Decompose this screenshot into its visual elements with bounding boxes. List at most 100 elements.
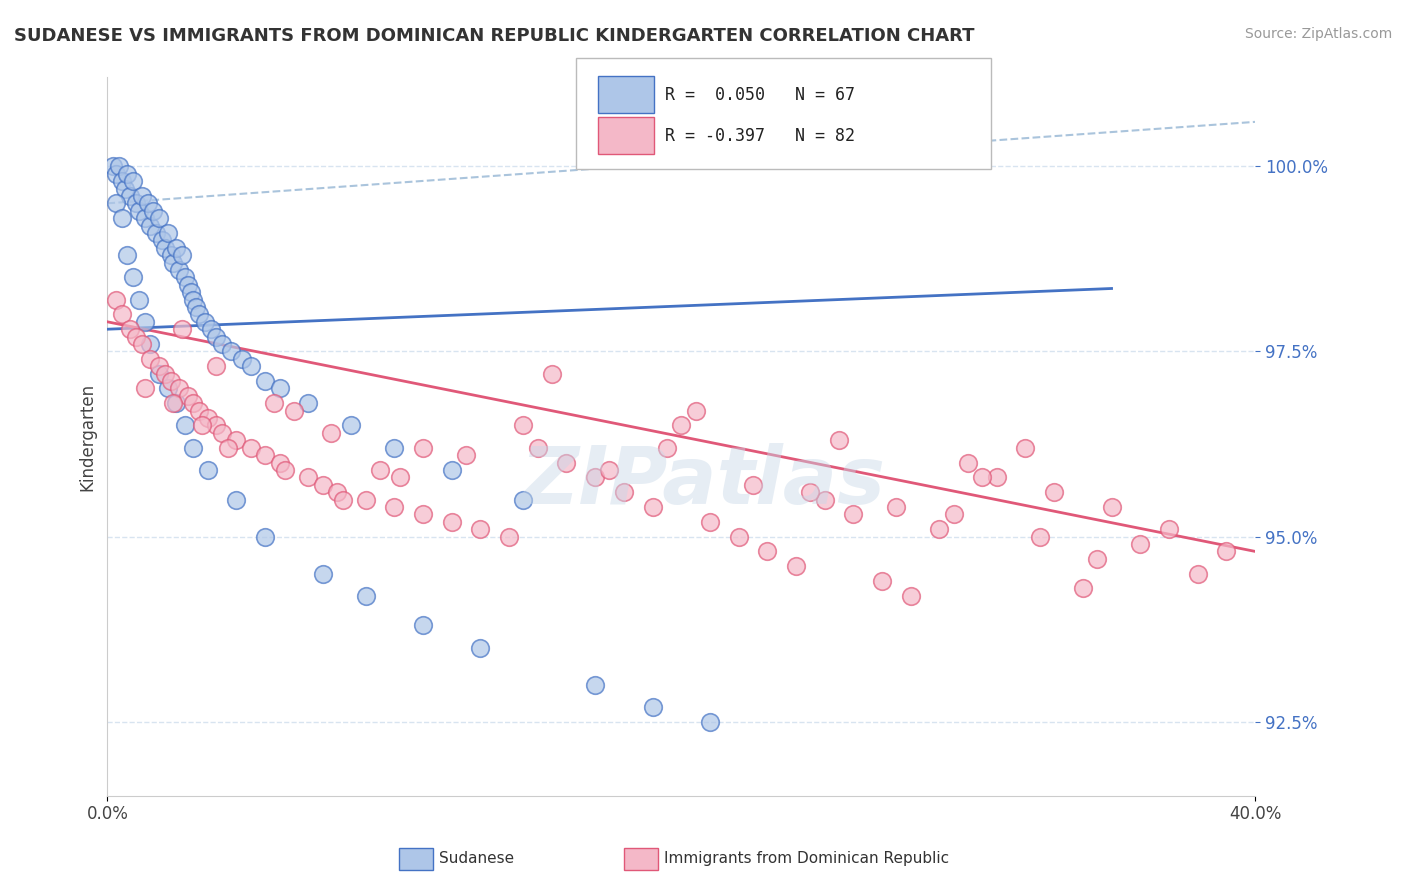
Point: [283, 403, 305, 417]
Point: [165, 396, 187, 410]
Point: [205, 418, 228, 433]
Point: [225, 492, 247, 507]
Point: [104, 293, 127, 307]
Point: [957, 456, 980, 470]
Point: [200, 322, 222, 336]
Point: [170, 248, 193, 262]
Point: [148, 211, 170, 226]
Point: [440, 463, 463, 477]
Point: [756, 544, 779, 558]
Point: [156, 381, 179, 395]
Point: [1085, 551, 1108, 566]
Point: [211, 425, 233, 440]
Point: [231, 351, 253, 366]
Point: [205, 329, 228, 343]
Point: [928, 522, 950, 536]
Point: [122, 174, 145, 188]
Point: [239, 441, 262, 455]
Point: [128, 203, 150, 218]
Point: [886, 500, 908, 514]
Point: [842, 508, 865, 522]
Point: [412, 441, 434, 455]
Point: [173, 270, 195, 285]
Point: [470, 640, 492, 655]
Point: [669, 418, 692, 433]
Point: [117, 248, 139, 262]
Point: [311, 477, 333, 491]
Point: [159, 248, 181, 262]
Point: [972, 470, 994, 484]
Point: [986, 470, 1008, 484]
Point: [120, 322, 142, 336]
Point: [454, 448, 477, 462]
Point: [136, 196, 159, 211]
Point: [297, 396, 319, 410]
Point: [470, 522, 492, 536]
Point: [111, 307, 134, 321]
Point: [311, 566, 333, 581]
Point: [183, 293, 205, 307]
Point: [254, 448, 277, 462]
Point: [699, 515, 721, 529]
Point: [219, 344, 242, 359]
Point: [613, 485, 636, 500]
Point: [699, 714, 721, 729]
Point: [167, 381, 190, 395]
Point: [440, 515, 463, 529]
Point: [239, 359, 262, 374]
Point: [382, 441, 405, 455]
Point: [727, 530, 749, 544]
Point: [197, 463, 219, 477]
Point: [150, 233, 173, 247]
Text: Source: ZipAtlas.com: Source: ZipAtlas.com: [1244, 27, 1392, 41]
Point: [785, 559, 807, 574]
Point: [254, 374, 277, 388]
Point: [108, 159, 131, 173]
Point: [1215, 544, 1237, 558]
Text: Sudanese: Sudanese: [439, 852, 513, 866]
Point: [641, 500, 664, 514]
Point: [326, 485, 349, 500]
Point: [1187, 566, 1209, 581]
Text: R = -0.397   N = 82: R = -0.397 N = 82: [665, 127, 855, 145]
Point: [104, 196, 127, 211]
Point: [799, 485, 821, 500]
Point: [111, 211, 134, 226]
Point: [159, 374, 181, 388]
Point: [125, 196, 148, 211]
Point: [354, 589, 377, 603]
Point: [655, 441, 678, 455]
Point: [111, 174, 134, 188]
Point: [183, 396, 205, 410]
Point: [498, 530, 520, 544]
Point: [1029, 530, 1052, 544]
Point: [297, 470, 319, 484]
Point: [1129, 537, 1152, 551]
Point: [526, 441, 548, 455]
Point: [641, 699, 664, 714]
Point: [205, 359, 228, 374]
Point: [412, 508, 434, 522]
Point: [139, 219, 162, 233]
Point: [183, 441, 205, 455]
Point: [1043, 485, 1066, 500]
Point: [368, 463, 391, 477]
Point: [340, 418, 363, 433]
Point: [177, 277, 200, 292]
Point: [541, 367, 564, 381]
Point: [101, 159, 124, 173]
Point: [142, 203, 165, 218]
Point: [153, 367, 176, 381]
Point: [814, 492, 837, 507]
Point: [114, 181, 136, 195]
Point: [188, 403, 211, 417]
Point: [354, 492, 377, 507]
Point: [828, 434, 851, 448]
Point: [269, 381, 291, 395]
Point: [134, 381, 156, 395]
Text: Immigrants from Dominican Republic: Immigrants from Dominican Republic: [664, 852, 949, 866]
Point: [125, 329, 148, 343]
Point: [942, 508, 965, 522]
Point: [134, 211, 156, 226]
Point: [194, 315, 217, 329]
